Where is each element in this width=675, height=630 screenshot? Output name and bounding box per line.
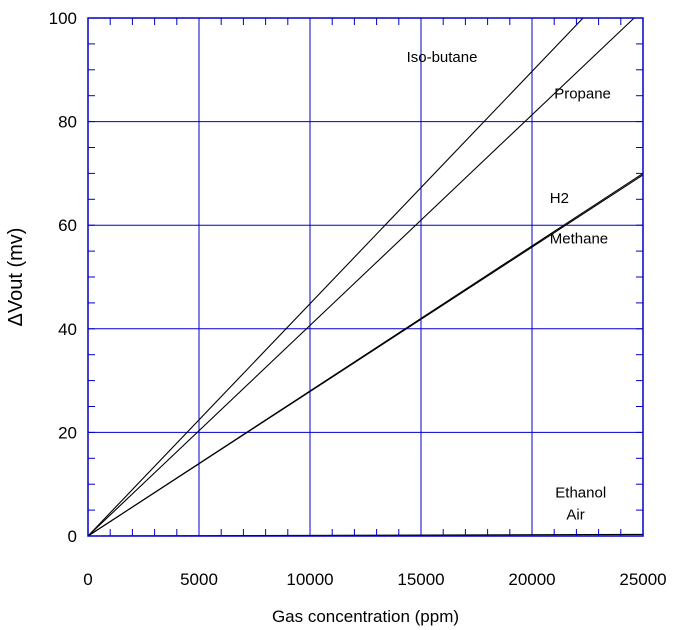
y-tick-label: 100 <box>49 9 77 28</box>
y-tick-label: 20 <box>58 423 77 442</box>
series-label: Air <box>566 506 584 523</box>
y-tick-label: 40 <box>58 320 77 339</box>
y-tick-label: 80 <box>58 113 77 132</box>
series-label: Ethanol <box>555 485 606 502</box>
x-tick-label: 5000 <box>180 570 218 589</box>
series-label: Iso-butane <box>407 49 478 66</box>
series-line-methane <box>87 174 644 537</box>
series-line-iso-butane <box>87 17 584 537</box>
x-tick-label: 10000 <box>286 570 333 589</box>
tick-labels: 0 5000 10000 15000 20000 25000 0 20 40 60 80 100 <box>49 9 667 589</box>
x-tick-label: 20000 <box>508 570 555 589</box>
x-tick-label: 15000 <box>397 570 444 589</box>
series-line-propane <box>87 17 635 537</box>
series-label: Methane <box>550 230 608 247</box>
x-axis-title: Gas concentration (ppm) <box>272 607 459 626</box>
x-tick-label: 0 <box>83 570 92 589</box>
series-label: Propane <box>554 85 611 102</box>
y-tick-label: 0 <box>68 527 77 546</box>
x-tick-label: 25000 <box>619 570 666 589</box>
y-tick-label: 60 <box>58 216 77 235</box>
series-label: H2 <box>550 190 569 207</box>
series-labels: Iso-butane Propane H2 Methane Ethanol Air <box>407 49 611 523</box>
y-axis-title: ΔVout (mv) <box>5 228 27 327</box>
minor-ticks <box>87 17 644 537</box>
